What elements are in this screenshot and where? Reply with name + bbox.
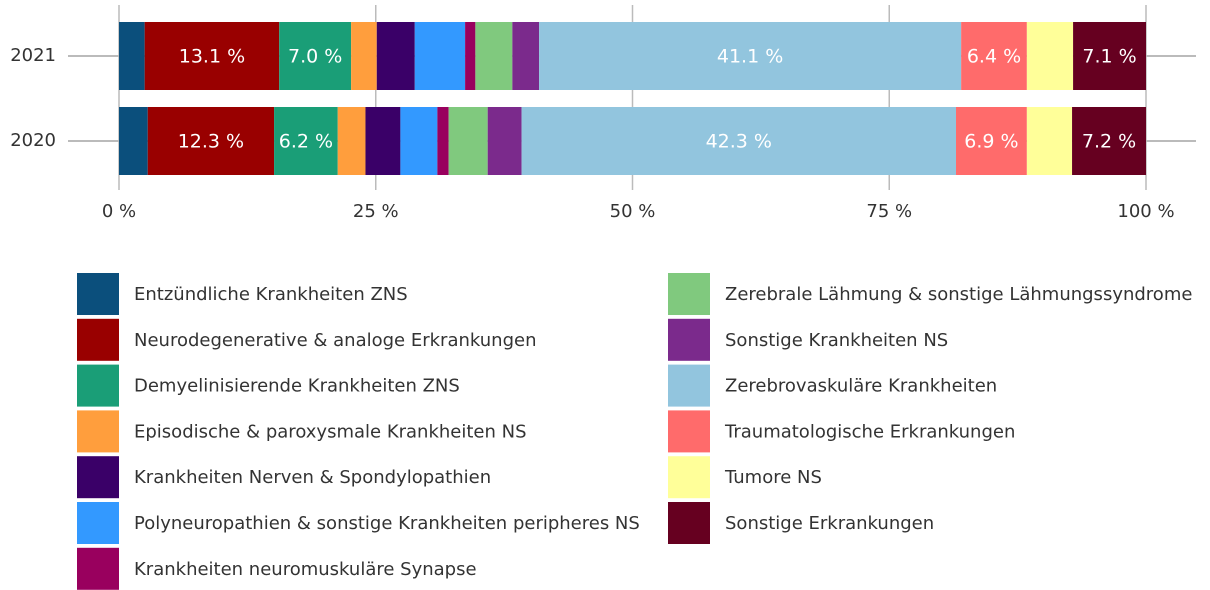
bar-segment	[365, 107, 401, 175]
legend-swatch	[668, 456, 710, 499]
bar-segment	[465, 22, 476, 90]
legend-label: Polyneuropathien & sonstige Krankheiten …	[134, 513, 640, 534]
bar-segment	[448, 107, 488, 175]
x-tick-label: 100 %	[1117, 201, 1174, 222]
x-tick-label: 0 %	[102, 201, 136, 222]
bar-segment	[279, 22, 352, 90]
bar-segment	[147, 107, 275, 175]
bar-segment	[1026, 107, 1073, 175]
legend-label: Zerebrale Lähmung & sonstige Lähmungssyn…	[725, 284, 1192, 305]
data-label: 6.2 %	[279, 131, 333, 153]
legend-swatch	[77, 456, 119, 499]
bar-segment	[351, 22, 377, 90]
bar-segment	[414, 22, 466, 90]
legend-label: Sonstige Krankheiten NS	[725, 330, 948, 351]
data-label: 6.9 %	[964, 131, 1018, 153]
y-tick-label: 2021	[10, 45, 56, 66]
data-label: 6.4 %	[967, 46, 1021, 68]
legend-label: Tumore NS	[724, 467, 822, 488]
x-tick-label: 75 %	[866, 201, 912, 222]
legend-label: Entzündliche Krankheiten ZNS	[134, 284, 408, 305]
bar-segment	[119, 22, 145, 90]
data-label: 7.2 %	[1082, 131, 1136, 153]
data-label: 41.1 %	[717, 46, 783, 68]
bar-segment	[1072, 107, 1146, 175]
bar-segment	[119, 107, 148, 175]
legend-label: Zerebrovaskuläre Krankheiten	[725, 376, 997, 397]
x-tick-label: 50 %	[610, 201, 656, 222]
data-label: 42.3 %	[706, 131, 772, 153]
data-label: 13.1 %	[179, 46, 245, 68]
bar-segment	[956, 107, 1027, 175]
legend-label: Sonstige Erkrankungen	[725, 513, 934, 534]
bar-segment	[437, 107, 449, 175]
legend-swatch	[77, 502, 119, 544]
data-label: 7.1 %	[1082, 46, 1136, 68]
bar-segment	[961, 22, 1027, 90]
legend-swatch	[77, 364, 119, 407]
bar-segment	[539, 22, 962, 90]
legend-label: Episodische & paroxysmale Krankheiten NS	[134, 421, 527, 442]
data-label: 7.0 %	[288, 46, 342, 68]
bar-segment	[521, 107, 957, 175]
bar-segment	[400, 107, 438, 175]
bar-segment	[512, 22, 540, 90]
bar-segment	[144, 22, 280, 90]
bar-segment	[274, 107, 338, 175]
legend-label: Traumatologische Erkrankungen	[724, 421, 1015, 442]
legend-label: Krankheiten Nerven & Spondylopathien	[134, 467, 491, 488]
bar-segment	[337, 107, 366, 175]
bar-segment	[1073, 22, 1146, 90]
x-tick-label: 25 %	[353, 201, 399, 222]
bar-segment	[376, 22, 415, 90]
legend-swatch	[668, 502, 710, 544]
legend-swatch	[668, 410, 710, 453]
legend-swatch	[77, 273, 119, 315]
data-label: 12.3 %	[178, 131, 244, 153]
legend-swatch	[77, 318, 119, 361]
legend-label: Krankheiten neuromuskuläre Synapse	[134, 559, 477, 580]
bar-segment	[475, 22, 513, 90]
legend-label: Neurodegenerative & analoge Erkrankungen	[134, 330, 536, 351]
legend-label: Demyelinisierende Krankheiten ZNS	[134, 376, 460, 397]
legend-swatch	[77, 410, 119, 453]
y-tick-label: 2020	[10, 130, 56, 151]
legend-swatch	[668, 273, 710, 315]
bar-segment	[487, 107, 522, 175]
legend-swatch	[668, 364, 710, 407]
legend-swatch	[668, 318, 710, 361]
bar-segment	[1026, 22, 1074, 90]
legend-swatch	[77, 547, 119, 590]
